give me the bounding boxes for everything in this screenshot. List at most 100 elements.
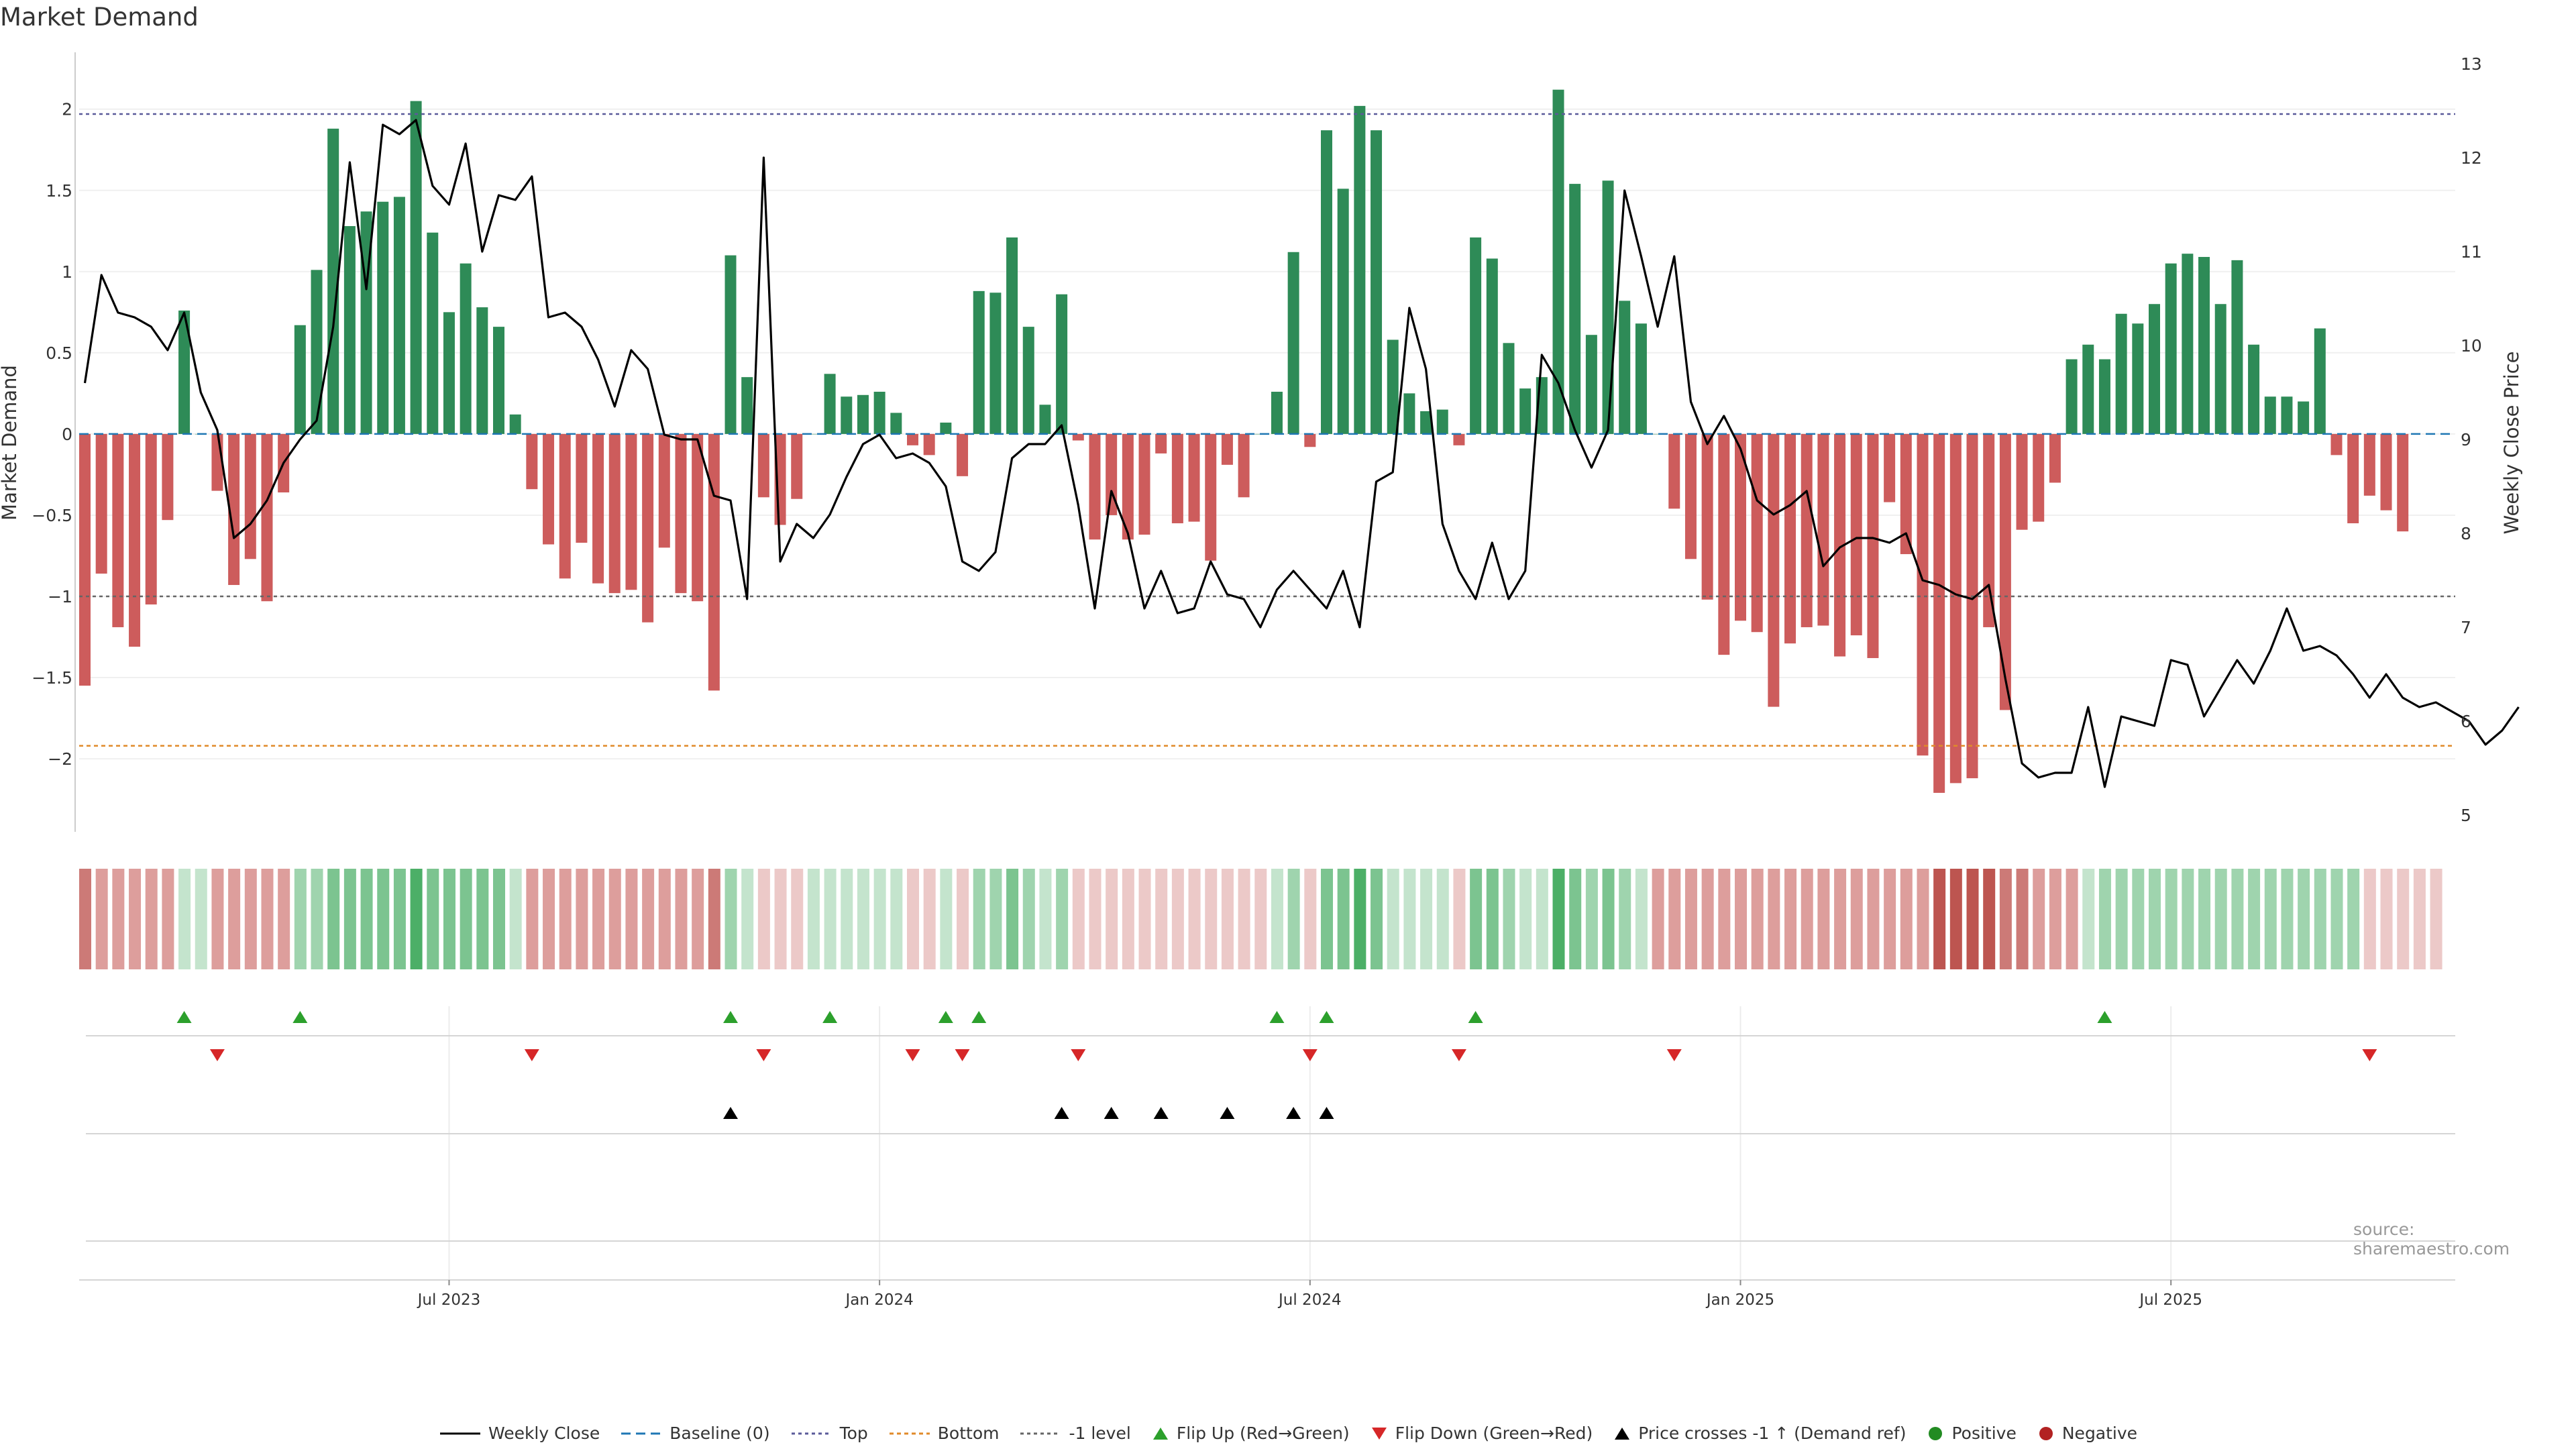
heat-strip-cell bbox=[1155, 869, 1168, 969]
heat-strip-cell bbox=[1039, 869, 1052, 969]
legend-item-positive: Positive bbox=[1926, 1424, 2017, 1443]
heat-strip-cell bbox=[592, 869, 605, 969]
demand-bar bbox=[244, 433, 256, 559]
heat-strip-cell bbox=[1503, 869, 1515, 969]
heat-strip-cell bbox=[145, 869, 158, 969]
heat-strip-cell bbox=[1022, 869, 1035, 969]
demand-bar bbox=[1817, 433, 1829, 626]
heat-strip-cell bbox=[377, 869, 390, 969]
demand-bar bbox=[95, 433, 107, 574]
demand-bar bbox=[1867, 433, 1879, 658]
heat-strip-cell bbox=[1684, 869, 1697, 969]
heat-strip-cell bbox=[1486, 869, 1499, 969]
source-note: source: sharemaestro.com bbox=[2353, 1220, 2510, 1258]
heat-strip-cell bbox=[1735, 869, 1747, 969]
heat-strip-cell bbox=[2098, 869, 2111, 969]
demand-bar bbox=[2033, 433, 2045, 522]
right-axis-tick-label: 6 bbox=[2461, 712, 2471, 731]
heat-strip-cell bbox=[129, 869, 142, 969]
left-axis-tick-label: −1.5 bbox=[32, 668, 72, 688]
heat-strip-cell bbox=[1602, 869, 1615, 969]
x-axis-tick-label: Jan 2024 bbox=[844, 1291, 913, 1309]
demand-bar bbox=[1635, 323, 1647, 434]
demand-bar bbox=[1122, 433, 1134, 540]
heat-strip-cell bbox=[1519, 869, 1532, 969]
heat-strip-cell bbox=[2033, 869, 2045, 969]
heat-strip-cell bbox=[1420, 869, 1433, 969]
heat-strip-cell bbox=[1917, 869, 1929, 969]
heat-strip-cell bbox=[1635, 869, 1648, 969]
heat-strip-cell bbox=[774, 869, 787, 969]
demand-bar bbox=[1949, 433, 1962, 784]
demand-bar bbox=[1735, 433, 1746, 621]
flip-up-marker bbox=[2097, 1011, 2112, 1023]
heat-strip-cell bbox=[2231, 869, 2244, 969]
heat-strip-cell bbox=[2330, 869, 2343, 969]
demand-bar bbox=[1155, 433, 1167, 453]
right-axis-tick-label: 12 bbox=[2461, 148, 2482, 168]
heat-strip-cell bbox=[460, 869, 472, 969]
heat-strip-cell bbox=[1254, 869, 1267, 969]
heat-strip-cell bbox=[2082, 869, 2095, 969]
price-cross-marker bbox=[723, 1107, 739, 1119]
heat-strip-cell bbox=[1751, 869, 1764, 969]
flip-down-marker bbox=[1451, 1049, 1466, 1061]
demand-bar bbox=[1884, 433, 1896, 502]
demand-bar bbox=[79, 433, 91, 686]
demand-bar bbox=[576, 433, 588, 543]
demand-bar bbox=[1022, 327, 1034, 434]
heat-strip-cell bbox=[1949, 869, 1962, 969]
demand-bar bbox=[608, 433, 621, 594]
heat-strip-cell bbox=[2347, 869, 2360, 969]
demand-bar bbox=[1751, 433, 1763, 633]
heat-strip-cell bbox=[957, 869, 969, 969]
flip-up-marker bbox=[723, 1011, 739, 1023]
legend-item-flip-down: Flip Down (Green→Red) bbox=[1370, 1424, 1593, 1443]
heat-strip-cell bbox=[857, 869, 869, 969]
heat-strip-cell bbox=[940, 869, 953, 969]
demand-bar bbox=[1106, 433, 1118, 515]
flip-down-marker bbox=[524, 1049, 539, 1061]
legend-label: -1 level bbox=[1069, 1424, 1131, 1443]
heat-strip-cell bbox=[509, 869, 522, 969]
heat-strip-cell bbox=[1371, 869, 1383, 969]
heat-strip-cell bbox=[1900, 869, 1913, 969]
price-cross-marker bbox=[1104, 1107, 1119, 1119]
heat-strip-cell bbox=[526, 869, 539, 969]
flip-up-marker bbox=[1269, 1011, 1285, 1023]
heat-strip-cell bbox=[1983, 869, 1996, 969]
price-cross-legend-icon bbox=[1615, 1427, 1630, 1440]
demand-bar bbox=[427, 232, 439, 434]
demand-bar bbox=[957, 433, 969, 476]
heat-strip-cell bbox=[1470, 869, 1483, 969]
flip-down-marker bbox=[1666, 1049, 1682, 1061]
heat-strip-cell bbox=[1850, 869, 1863, 969]
heat-strip-cell bbox=[1552, 869, 1565, 969]
demand-bar bbox=[1056, 294, 1068, 434]
demand-bar bbox=[112, 433, 124, 627]
demand-bar bbox=[824, 374, 836, 434]
flip-up-marker bbox=[822, 1011, 838, 1023]
heat-strip-cell bbox=[1321, 869, 1333, 969]
flip-up-marker bbox=[176, 1011, 192, 1023]
demand-bar bbox=[1519, 388, 1532, 434]
heat-strip-cell bbox=[1536, 869, 1548, 969]
flip-down-marker bbox=[2362, 1049, 2377, 1061]
heat-strip-cell bbox=[360, 869, 373, 969]
right-axis-tick-label: 11 bbox=[2461, 242, 2482, 262]
heat-strip-cell bbox=[427, 869, 439, 969]
demand-bar bbox=[1917, 433, 1929, 756]
right-axis-tick-label: 8 bbox=[2461, 524, 2471, 543]
heat-strip-cell bbox=[1238, 869, 1250, 969]
demand-bar bbox=[1420, 411, 1432, 434]
heat-strip-cell bbox=[79, 869, 91, 969]
left-axis-tick-label: 1 bbox=[62, 262, 72, 282]
demand-bar bbox=[2065, 359, 2078, 434]
demand-bar bbox=[2182, 254, 2194, 434]
heat-strip-cell bbox=[1122, 869, 1134, 969]
demand-bar bbox=[1933, 433, 1945, 793]
heat-strip-cell bbox=[1801, 869, 1813, 969]
demand-bar bbox=[2214, 304, 2226, 434]
heat-strip-cell bbox=[724, 869, 737, 969]
demand-bar bbox=[757, 433, 769, 498]
